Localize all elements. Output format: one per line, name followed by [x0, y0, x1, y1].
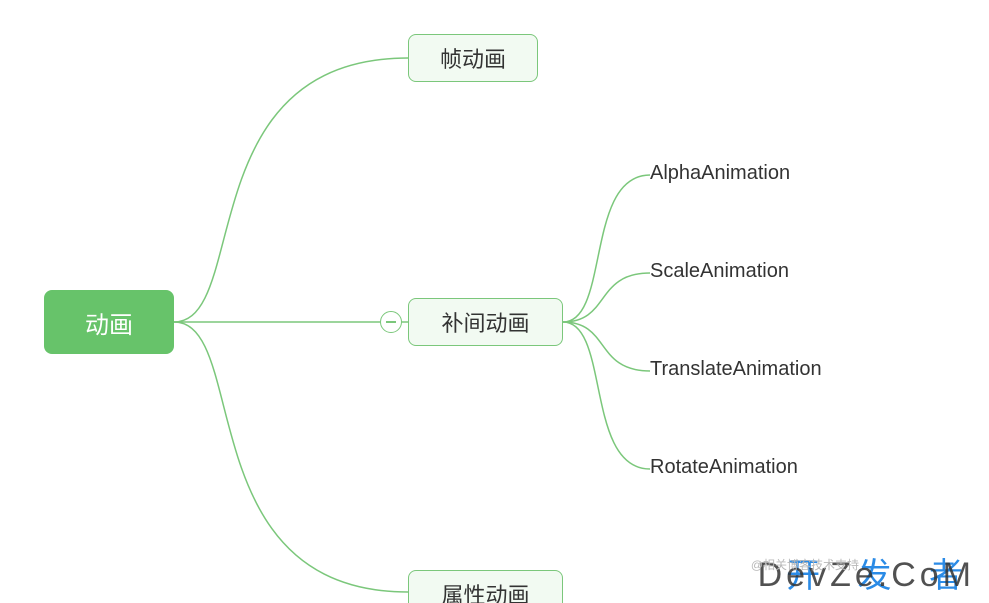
leaf-tween-0[interactable]: AlphaAnimation	[650, 162, 790, 185]
node-property-label: 属性动画	[441, 578, 529, 603]
leaf-label: RotateAnimation	[650, 456, 798, 478]
edge-root-frame	[174, 58, 408, 322]
leaf-tween-1[interactable]: ScaleAnimation	[650, 260, 789, 283]
leaf-label: AlphaAnimation	[650, 162, 790, 184]
edge-tween-leaf3	[563, 322, 650, 469]
root-node[interactable]: 动画	[44, 290, 174, 354]
node-tween-label: 补间动画	[441, 306, 529, 338]
leaf-label: ScaleAnimation	[650, 260, 789, 282]
leaf-tween-3[interactable]: RotateAnimation	[650, 456, 798, 479]
watermark-attribution: @相关博客技术支持	[751, 556, 859, 573]
leaf-tween-2[interactable]: TranslateAnimation	[650, 358, 822, 381]
edge-tween-leaf0	[563, 175, 650, 322]
root-label: 动画	[85, 305, 133, 340]
collapse-toggle-tween[interactable]	[380, 311, 402, 333]
node-frame-label: 帧动画	[440, 42, 506, 74]
edge-root-property	[174, 322, 408, 592]
leaf-label: TranslateAnimation	[650, 358, 822, 380]
node-property[interactable]: 属性动画	[408, 570, 563, 603]
node-frame[interactable]: 帧动画	[408, 34, 538, 82]
minus-icon	[386, 321, 396, 323]
edge-tween-leaf1	[563, 273, 650, 322]
edge-tween-leaf2	[563, 322, 650, 371]
node-tween[interactable]: 补间动画	[408, 298, 563, 346]
